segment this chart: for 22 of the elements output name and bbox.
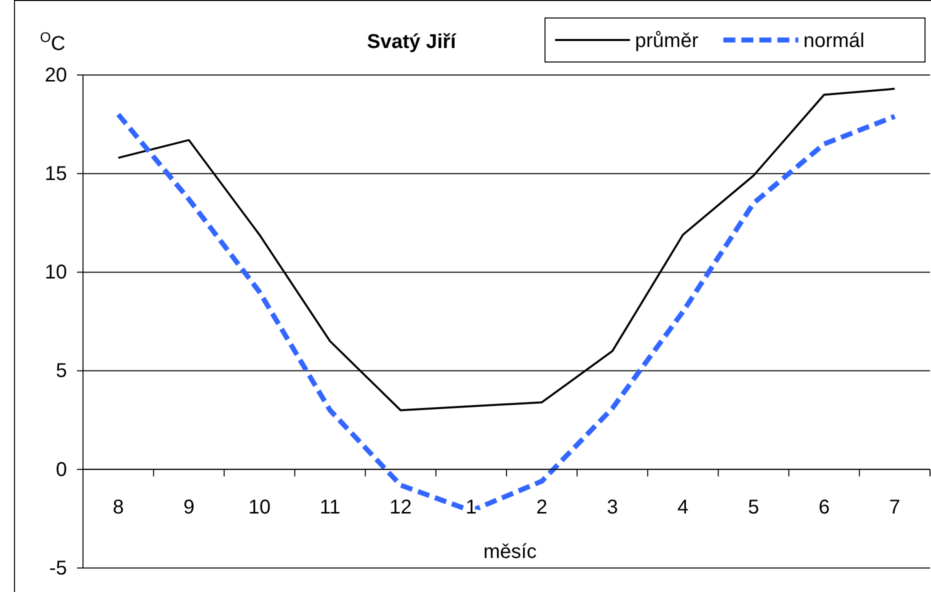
x-tick-label: 3 bbox=[606, 496, 618, 519]
x-tick-label: 8 bbox=[112, 496, 124, 519]
y-axis-title: $^{O}$C bbox=[40, 29, 66, 55]
legend-label: průměr bbox=[635, 30, 699, 52]
y-tick-label: 15 bbox=[44, 163, 67, 185]
x-tick-label: 6 bbox=[818, 496, 830, 519]
y-tick-label: 10 bbox=[44, 262, 67, 284]
y-tick-label: -5 bbox=[49, 557, 67, 580]
x-tick-label: 10 bbox=[248, 496, 271, 519]
x-tick-label: 11 bbox=[320, 496, 340, 519]
x-tick-label: 5 bbox=[748, 496, 760, 519]
x-axis-title: měsíc bbox=[483, 541, 537, 563]
y-tick-label: 5 bbox=[56, 360, 67, 382]
y-tick-label: 0 bbox=[56, 458, 67, 481]
x-tick-label: 4 bbox=[677, 496, 689, 519]
x-tick-label: 2 bbox=[536, 496, 548, 519]
x-tick-label: 7 bbox=[889, 496, 900, 519]
chart-title: Svatý Jiří bbox=[367, 31, 458, 53]
y-tick-label: 20 bbox=[44, 64, 67, 86]
legend-label: normál bbox=[803, 30, 864, 52]
x-tick-label: 9 bbox=[183, 496, 194, 519]
x-tick-label: 12 bbox=[390, 496, 412, 519]
